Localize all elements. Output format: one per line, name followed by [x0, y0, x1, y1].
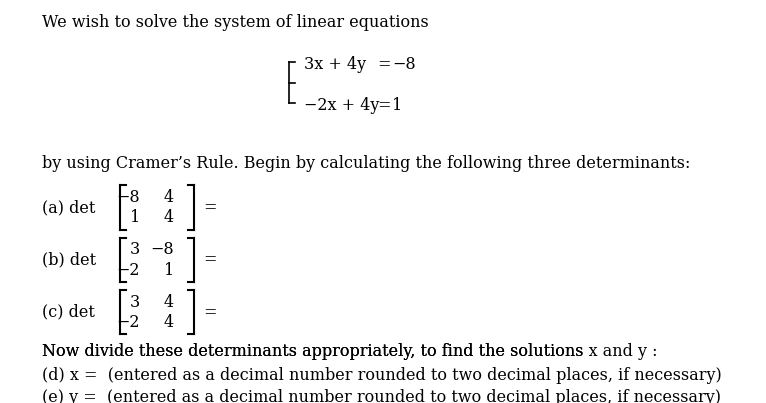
- Text: 4: 4: [164, 189, 174, 206]
- Text: 4: 4: [164, 314, 174, 331]
- Text: Now divide these determinants appropriately, to find the solutions: Now divide these determinants appropriat…: [42, 343, 589, 360]
- Text: by using Cramer’s Rule. Begin by calculating the following three determinants:: by using Cramer’s Rule. Begin by calcula…: [42, 155, 690, 172]
- Text: =: =: [377, 97, 391, 114]
- Text: 1: 1: [392, 97, 402, 114]
- Text: 1: 1: [164, 262, 174, 278]
- Text: −2: −2: [116, 314, 140, 331]
- Text: (c) det: (c) det: [42, 304, 95, 321]
- Text: −8: −8: [116, 189, 140, 206]
- Text: (d) x =  (entered as a decimal number rounded to two decimal places, if necessar: (d) x = (entered as a decimal number rou…: [42, 367, 722, 384]
- Text: 3x + 4y: 3x + 4y: [304, 56, 366, 73]
- Text: 4: 4: [164, 209, 174, 226]
- Text: =: =: [203, 251, 217, 268]
- Text: =: =: [203, 304, 217, 321]
- Text: We wish to solve the system of linear equations: We wish to solve the system of linear eq…: [42, 14, 429, 31]
- Text: −2x + 4y: −2x + 4y: [304, 97, 379, 114]
- Text: Now divide these determinants appropriately, to find the solutions x and y :: Now divide these determinants appropriat…: [42, 343, 658, 360]
- Text: −8: −8: [392, 56, 416, 73]
- Text: −2: −2: [116, 262, 140, 278]
- Text: 1: 1: [130, 209, 140, 226]
- Text: 3: 3: [130, 241, 140, 258]
- Text: (b) det: (b) det: [42, 251, 97, 268]
- Text: (a) det: (a) det: [42, 199, 96, 216]
- Text: =: =: [203, 199, 217, 216]
- Text: 3: 3: [130, 294, 140, 311]
- Text: =: =: [377, 56, 391, 73]
- Text: 4: 4: [164, 294, 174, 311]
- Text: (e) y =  (entered as a decimal number rounded to two decimal places, if necessar: (e) y = (entered as a decimal number rou…: [42, 389, 721, 403]
- Text: −8: −8: [150, 241, 174, 258]
